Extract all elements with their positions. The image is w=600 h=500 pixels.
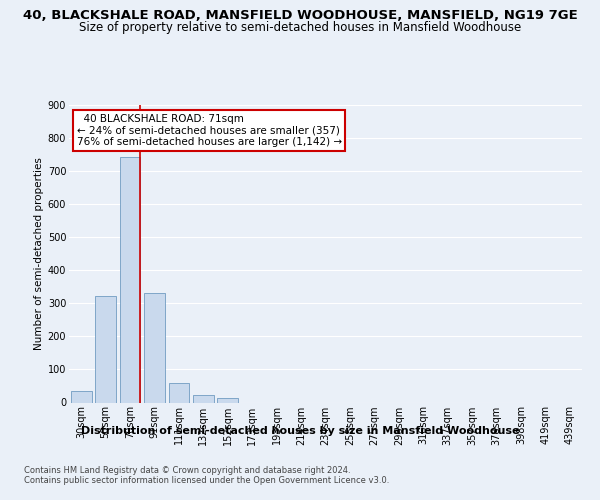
Bar <box>169 384 190 402</box>
Text: Size of property relative to semi-detached houses in Mansfield Woodhouse: Size of property relative to semi-detach… <box>79 21 521 34</box>
Bar <box>95 296 116 403</box>
Text: 40, BLACKSHALE ROAD, MANSFIELD WOODHOUSE, MANSFIELD, NG19 7GE: 40, BLACKSHALE ROAD, MANSFIELD WOODHOUSE… <box>23 9 577 22</box>
Text: Distribution of semi-detached houses by size in Mansfield Woodhouse: Distribution of semi-detached houses by … <box>81 426 519 436</box>
Bar <box>144 293 165 403</box>
Bar <box>193 395 214 402</box>
Text: Contains HM Land Registry data © Crown copyright and database right 2024.
Contai: Contains HM Land Registry data © Crown c… <box>24 466 389 485</box>
Text: 40 BLACKSHALE ROAD: 71sqm
← 24% of semi-detached houses are smaller (357)
76% of: 40 BLACKSHALE ROAD: 71sqm ← 24% of semi-… <box>77 114 342 147</box>
Y-axis label: Number of semi-detached properties: Number of semi-detached properties <box>34 158 44 350</box>
Bar <box>119 157 140 402</box>
Bar <box>71 391 92 402</box>
Bar <box>217 398 238 402</box>
